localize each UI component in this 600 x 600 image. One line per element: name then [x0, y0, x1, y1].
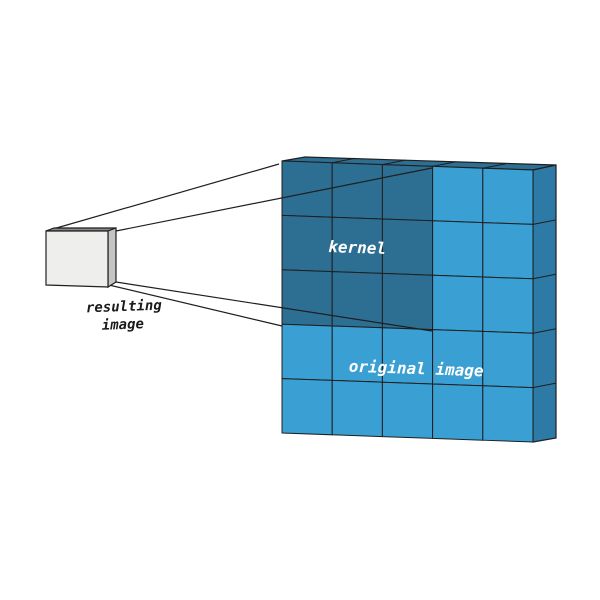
image-side-divider: [532, 273, 557, 280]
kernel-cell: [381, 218, 434, 276]
projection-line-top-back: [45, 163, 280, 232]
kernel-cell: [281, 214, 333, 273]
projection-line-top-front: [115, 167, 433, 232]
image-cells: [281, 160, 534, 443]
image-cell: [381, 381, 434, 439]
image-top-divider: [482, 163, 506, 169]
original-image-label: original image: [348, 357, 484, 381]
image-side-divider: [532, 382, 557, 389]
image-cell: [482, 167, 534, 225]
kernel-label: kernel: [328, 237, 386, 258]
resulting-image-label-line2: image: [102, 316, 145, 333]
image-cell: [482, 330, 534, 389]
image-cell: [482, 276, 534, 334]
image-cell: [432, 165, 484, 224]
resulting-image-label-line1: resulting: [86, 298, 163, 317]
image-cell: [432, 220, 484, 278]
cube-front-face: [45, 230, 109, 288]
image-side-divider: [532, 219, 557, 225]
image-top-dividers: [332, 157, 506, 169]
kernel-cell: [281, 269, 333, 327]
image-side-face: [532, 164, 557, 443]
projection-line-bottom-front: [115, 281, 433, 332]
image-cell: [281, 323, 333, 381]
image-side-dividers: [532, 219, 557, 389]
projection-line-bottom-back: [108, 284, 283, 327]
original-image-block: [281, 156, 557, 443]
image-cell: [281, 378, 333, 436]
kernel-cell: [381, 272, 434, 331]
cube-side-face: [107, 227, 117, 289]
image-cell: [432, 274, 484, 332]
image-top-divider: [432, 161, 456, 167]
kernel-cell: [331, 162, 383, 220]
image-top-divider: [332, 157, 356, 164]
image-cell: [331, 379, 383, 438]
projection-lines: [45, 163, 433, 332]
image-top-divider: [382, 159, 406, 166]
image-cell: [482, 222, 534, 280]
image-cell: [432, 383, 484, 441]
image-cell: [482, 385, 534, 443]
image-side-divider: [532, 328, 557, 334]
resulting-image-cube: [45, 227, 117, 289]
